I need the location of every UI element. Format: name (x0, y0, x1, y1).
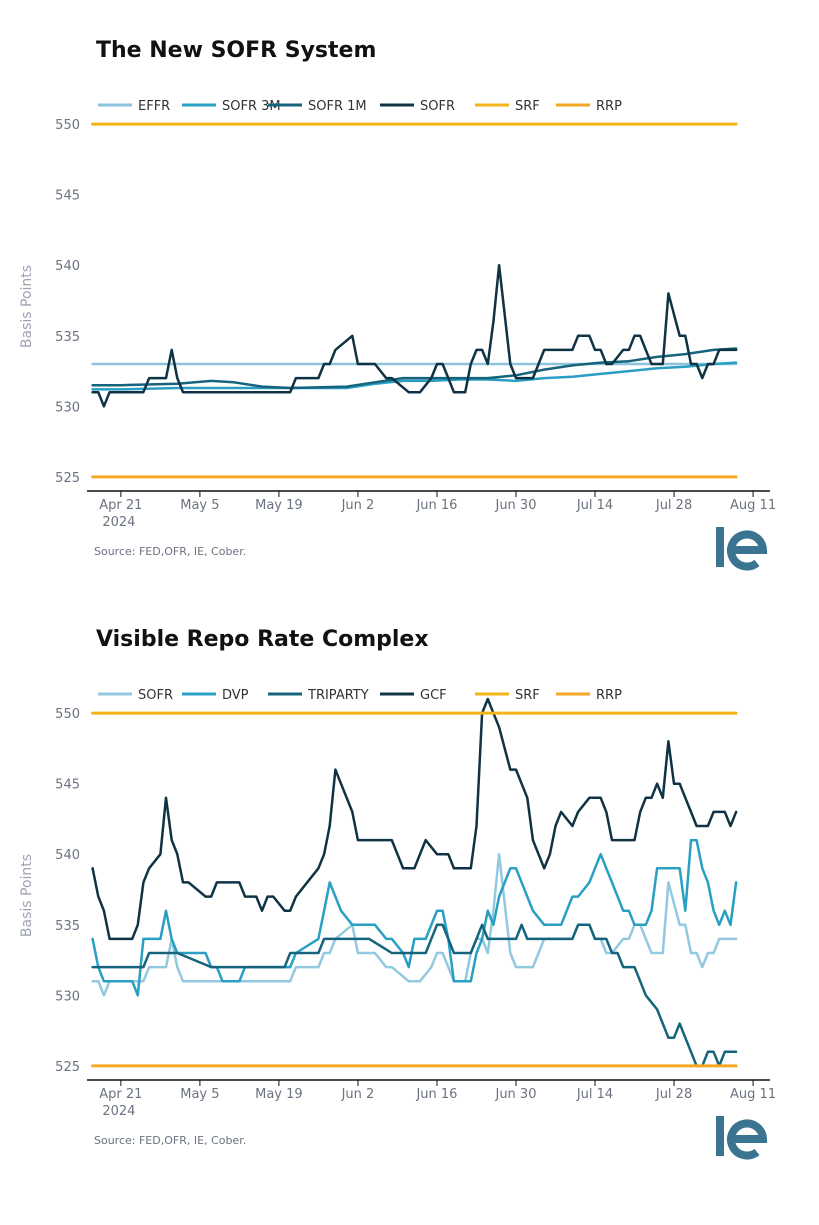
x-tick-year-label: 2024 (102, 1104, 135, 1119)
x-tick-label: Jun 16 (415, 498, 457, 513)
legend-label-dvp: DVP (222, 688, 249, 703)
chart-title: Visible Repo Rate Complex (96, 627, 429, 652)
series-line-sofr-3m (91, 361, 738, 391)
x-tick-label: Aug 11 (730, 1087, 776, 1102)
ie-logo-e-curve (727, 1119, 768, 1160)
x-tick-label: May 19 (255, 1087, 303, 1102)
x-tick-label: Aug 11 (730, 498, 776, 513)
y-tick-label: 525 (55, 471, 80, 486)
legend-label-sofr-1m: SOFR 1M (308, 99, 367, 114)
series-line-gcf (91, 697, 738, 941)
y-tick-label: 530 (55, 989, 80, 1004)
legend-label-triparty: TRIPARTY (307, 688, 369, 703)
source-note: Source: FED,OFR, IE, Cober. (94, 545, 246, 558)
legend-label-srf: SRF (515, 99, 540, 114)
y-tick-label: 535 (55, 330, 80, 345)
y-axis-label: Basis Points (19, 265, 35, 348)
x-tick-label: Jun 30 (494, 1087, 536, 1102)
x-tick-label: Jun 30 (494, 498, 536, 513)
legend-label-rrp: RRP (596, 688, 622, 703)
ie-logo-i-stem (716, 527, 724, 567)
y-tick-label: 535 (55, 919, 80, 934)
x-tick-year-label: 2024 (102, 515, 135, 530)
y-tick-label: 545 (55, 189, 80, 204)
x-tick-label: Jul 14 (576, 1087, 613, 1102)
ie-logo-i-stem (716, 1116, 724, 1156)
series-line-sofr-1m (91, 347, 738, 390)
y-tick-label: 540 (55, 259, 80, 274)
chart-svg: Visible Repo Rate Complex SOFR DVP TRIPARTY… (19, 627, 776, 1160)
y-tick-label: 525 (55, 1060, 80, 1075)
chart-panel-sofr-system: The New SOFR System EFFR SOFR 3M SOFR 1M SOF… (0, 0, 819, 590)
legend-label-gcf: GCF (420, 688, 447, 703)
x-tick-label: Jun 2 (341, 1087, 375, 1102)
chart-title: The New SOFR System (96, 38, 376, 63)
legend-label-sofr-3m: SOFR 3M (222, 99, 281, 114)
y-tick-label: 550 (55, 707, 80, 722)
x-tick-label: Jul 28 (655, 498, 692, 513)
y-tick-label: 530 (55, 400, 80, 415)
x-tick-label: Jun 16 (415, 1087, 457, 1102)
x-tick-label: May 5 (180, 498, 219, 513)
x-tick-label: Jun 2 (341, 498, 375, 513)
legend-label-srf: SRF (515, 688, 540, 703)
x-tick-label: Apr 21 (99, 1087, 142, 1102)
x-tick-label: Apr 21 (99, 498, 142, 513)
chart-panel-repo-complex: Visible Repo Rate Complex SOFR DVP TRIPARTY… (0, 589, 819, 1179)
ie-logo-e-curve (727, 530, 768, 571)
legend-label-sofr: SOFR (138, 688, 173, 703)
legend-label-rrp: RRP (596, 99, 622, 114)
source-note: Source: FED,OFR, IE, Cober. (94, 1134, 246, 1147)
y-tick-label: 545 (55, 778, 80, 793)
x-tick-label: May 5 (180, 1087, 219, 1102)
x-tick-label: May 19 (255, 498, 303, 513)
series-line-sofr (91, 263, 738, 408)
x-tick-label: Jul 14 (576, 498, 613, 513)
y-axis-label: Basis Points (19, 854, 35, 937)
y-tick-label: 540 (55, 848, 80, 863)
y-tick-label: 550 (55, 118, 80, 133)
legend-label-effr: EFFR (138, 99, 170, 114)
series-line-dvp (91, 838, 738, 997)
chart-svg: The New SOFR System EFFR SOFR 3M SOFR 1M SOF… (19, 38, 776, 571)
legend-label-sofr: SOFR (420, 99, 455, 114)
x-tick-label: Jul 28 (655, 1087, 692, 1102)
series-line-triparty (91, 923, 738, 1068)
